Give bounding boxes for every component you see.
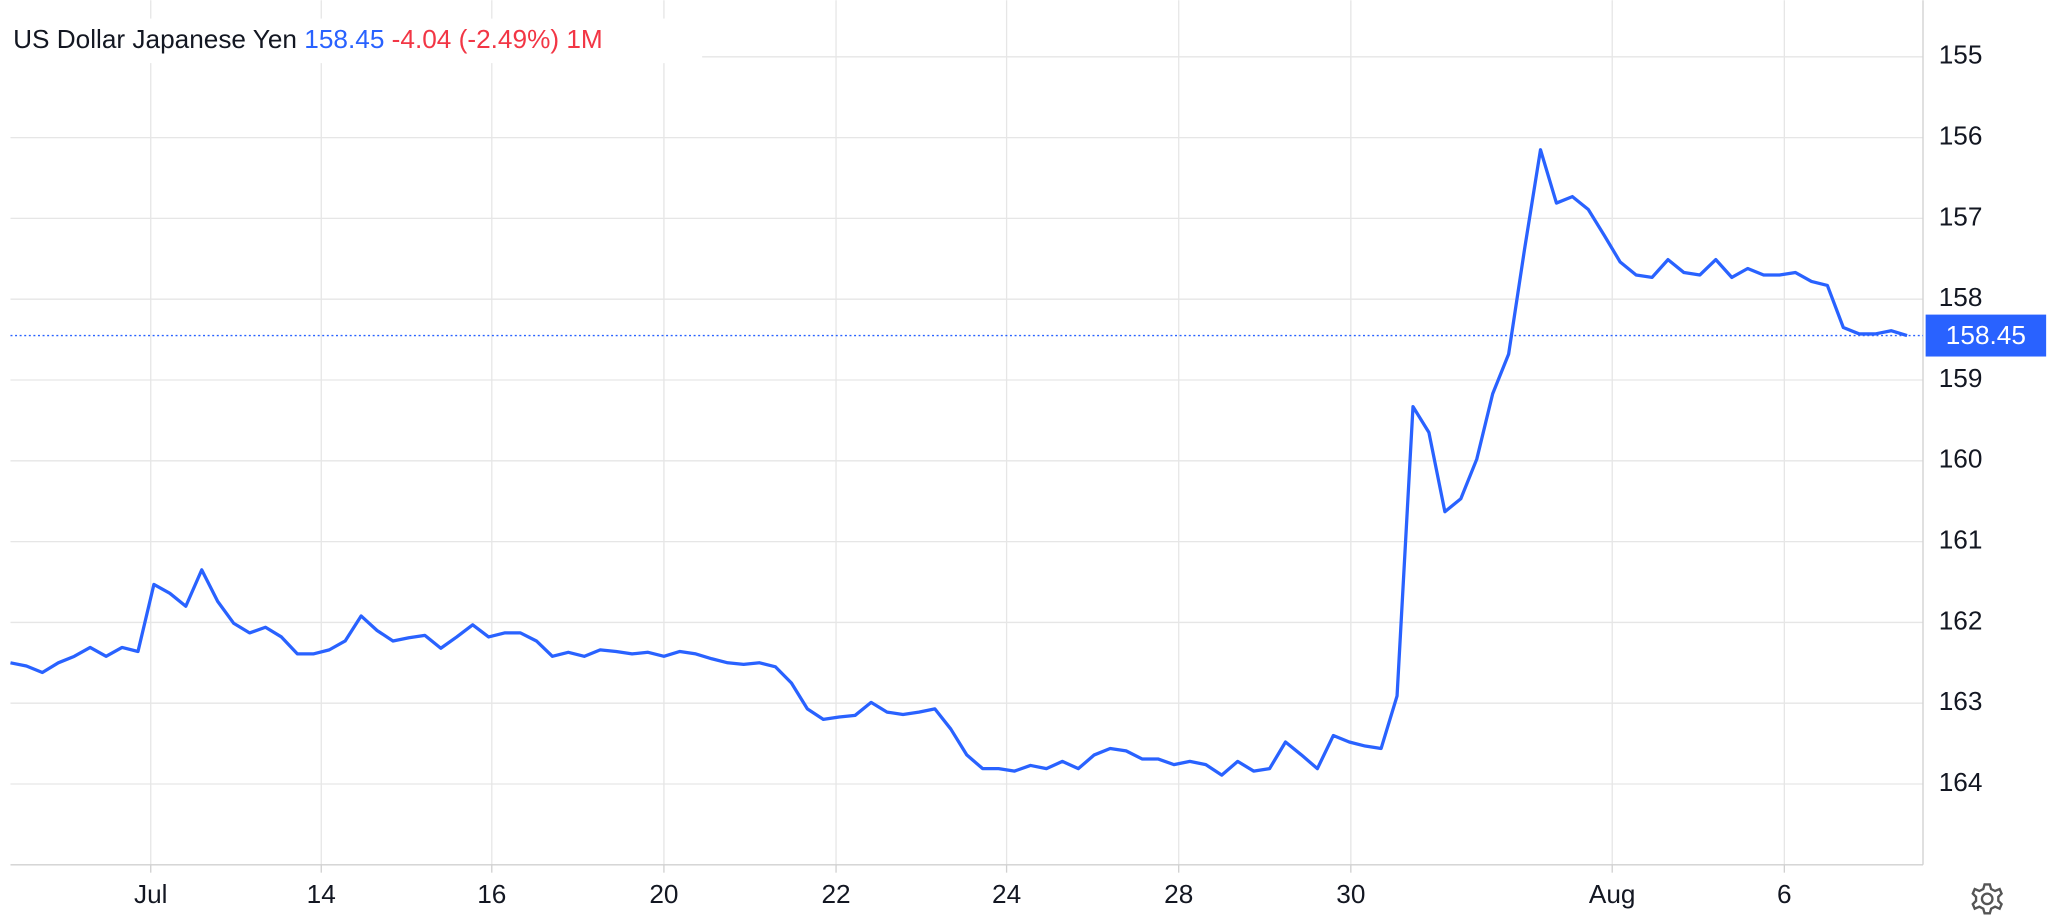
header-bg <box>5 18 703 64</box>
period: 1M <box>566 24 602 54</box>
y-tick-label: 161 <box>1939 525 1983 555</box>
last-price-label: 158.45 <box>1946 320 2026 350</box>
y-tick-label: 155 <box>1939 40 1983 70</box>
y-tick-label: 163 <box>1939 686 1983 716</box>
last-price-box <box>1925 314 2047 357</box>
y-tick-label: 164 <box>1939 767 1983 797</box>
y-tick-label: 160 <box>1939 444 1983 474</box>
change: -4.04 <box>392 24 452 54</box>
settings-icon[interactable] <box>1971 883 2004 915</box>
gear-hub <box>1980 892 1994 906</box>
x-tick-label: 6 <box>1777 879 1792 909</box>
gear-outline <box>1971 883 2004 915</box>
x-tick-label: 28 <box>1164 879 1193 909</box>
x-tick-label: 24 <box>992 879 1021 909</box>
last-value: 158.45 <box>304 24 384 54</box>
chart-title: US Dollar Japanese Yen <box>13 24 297 54</box>
grid <box>10 0 1924 865</box>
x-tick-label: Jul <box>134 879 167 909</box>
x-tick-label: 30 <box>1336 879 1365 909</box>
y-tick-label: 156 <box>1939 121 1983 151</box>
y-tick-label: 159 <box>1939 363 1983 393</box>
header: US Dollar Japanese Yen 158.45 -4.04 (-2.… <box>13 24 603 54</box>
y-tick-label: 157 <box>1939 201 1983 231</box>
x-tick-label: 16 <box>477 879 506 909</box>
x-tick-label: 14 <box>307 879 336 909</box>
y-tick-label: 158 <box>1939 282 1983 312</box>
x-tick-label: 20 <box>649 879 678 909</box>
x-tick-label: 22 <box>821 879 850 909</box>
x-tick-label: Aug <box>1589 879 1636 909</box>
price-line <box>10 148 1908 777</box>
plot <box>10 148 1924 777</box>
change-pct: (-2.49%) <box>459 24 559 54</box>
y-tick-label: 162 <box>1939 605 1983 635</box>
